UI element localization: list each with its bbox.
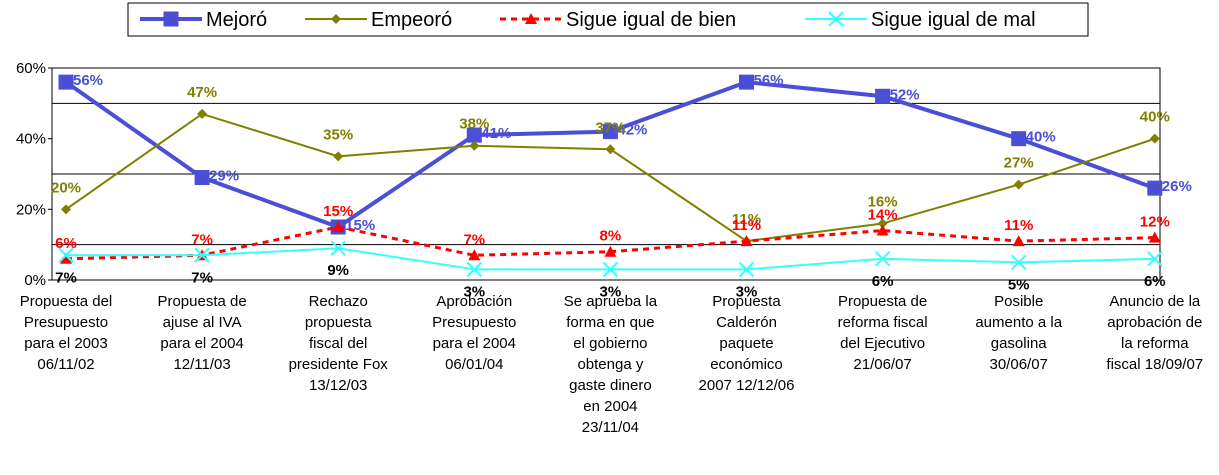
data-label: 6% — [872, 273, 894, 290]
marker — [1147, 180, 1163, 196]
data-label: 3% — [736, 283, 758, 300]
marker — [875, 88, 891, 104]
marker — [1012, 235, 1025, 247]
marker — [58, 247, 74, 263]
data-label: 56% — [73, 72, 103, 89]
data-label: 27% — [1004, 155, 1034, 172]
x-tick-label: Propuesta de ajuse al IVA para el 2004 12/1… — [157, 293, 246, 373]
marker — [1149, 133, 1160, 144]
marker — [876, 224, 889, 236]
marker — [739, 74, 754, 90]
marker — [604, 245, 617, 257]
y-tick-label: 20% — [16, 201, 46, 218]
legend-label: Sigue igual de bien — [566, 9, 736, 31]
marker — [194, 247, 210, 263]
marker — [61, 204, 71, 215]
marker — [331, 14, 341, 24]
marker — [60, 252, 72, 264]
marker — [1011, 131, 1027, 147]
data-label: 35% — [323, 126, 353, 143]
data-label: 7% — [191, 269, 213, 286]
data-label: 16% — [868, 193, 898, 210]
marker — [333, 151, 344, 162]
data-label: 7% — [463, 231, 485, 248]
marker — [877, 218, 888, 229]
marker — [468, 249, 481, 261]
data-label: 56% — [753, 72, 783, 89]
y-tick-label: 0% — [24, 272, 46, 289]
data-label: 11% — [1004, 217, 1033, 234]
data-label: 12% — [1140, 214, 1170, 231]
x-tick-label: Posible aumento a la gasolina 30/06/07 — [975, 293, 1062, 373]
data-label: 7% — [191, 231, 213, 248]
data-label: 40% — [1140, 109, 1170, 126]
data-label: 6% — [1144, 273, 1166, 290]
marker — [738, 261, 755, 278]
data-label: 40% — [1026, 129, 1056, 146]
data-label: 6% — [55, 235, 77, 252]
y-tick-label: 40% — [16, 131, 46, 148]
marker — [332, 221, 345, 232]
marker — [602, 124, 618, 140]
marker — [828, 11, 844, 27]
marker — [1010, 254, 1027, 271]
x-tick-label: Propuesta Calderón paquete económico 2007 12… — [699, 293, 795, 394]
data-label: 52% — [890, 86, 920, 103]
x-tick-label: Se aprueba la forma en que el gobierno obte… — [564, 293, 658, 436]
data-label: 38% — [459, 116, 489, 133]
data-label: 14% — [868, 207, 898, 224]
legend-label: Sigue igual de mal — [871, 9, 1036, 31]
data-label: 11% — [732, 217, 761, 234]
data-label: 9% — [327, 262, 349, 279]
marker — [469, 140, 480, 151]
data-label: 26% — [1162, 178, 1192, 195]
marker — [197, 108, 208, 119]
legend-box — [127, 2, 1089, 37]
data-label: 47% — [187, 84, 217, 101]
data-label: 3% — [600, 283, 622, 300]
data-label: 37% — [595, 119, 625, 136]
marker — [1013, 179, 1024, 190]
series-line — [64, 80, 1156, 230]
data-label: 15% — [323, 203, 353, 220]
marker — [874, 251, 891, 267]
data-label: 29% — [209, 168, 239, 185]
data-label: 20% — [51, 179, 81, 196]
marker — [525, 13, 537, 24]
marker — [1147, 251, 1163, 267]
marker — [58, 74, 74, 90]
data-label: 8% — [600, 228, 622, 245]
x-tick-label: Propuesta del Presupuesto para el 2003 06/1… — [20, 293, 113, 373]
marker — [330, 240, 346, 256]
data-label: 3% — [463, 283, 485, 300]
marker — [1148, 231, 1161, 243]
marker — [466, 261, 483, 278]
marker — [194, 170, 210, 186]
x-tick-label: Rechazo propuesta fiscal del presidente Fox… — [289, 293, 389, 394]
data-label: 41% — [481, 125, 511, 142]
x-tick-label: Propuesta de reforma fiscal del Ejecutivo 2… — [838, 293, 928, 373]
marker — [163, 11, 179, 27]
y-tick-label: 60% — [16, 60, 46, 77]
data-label: 11% — [732, 211, 761, 228]
data-label: 7% — [55, 269, 77, 286]
x-tick-label: Aprobación Presupuesto para el 2004 06/01/0… — [432, 293, 516, 373]
data-label: 42% — [617, 122, 647, 139]
marker — [605, 144, 616, 155]
marker — [602, 261, 619, 278]
x-tick-label: Anuncio de la aprobación de la reforma fisc… — [1106, 293, 1203, 373]
legend-label: Empeoró — [371, 9, 452, 31]
legend-label: Mejoró — [206, 9, 267, 31]
data-label: 5% — [1008, 276, 1030, 293]
marker — [740, 235, 753, 247]
